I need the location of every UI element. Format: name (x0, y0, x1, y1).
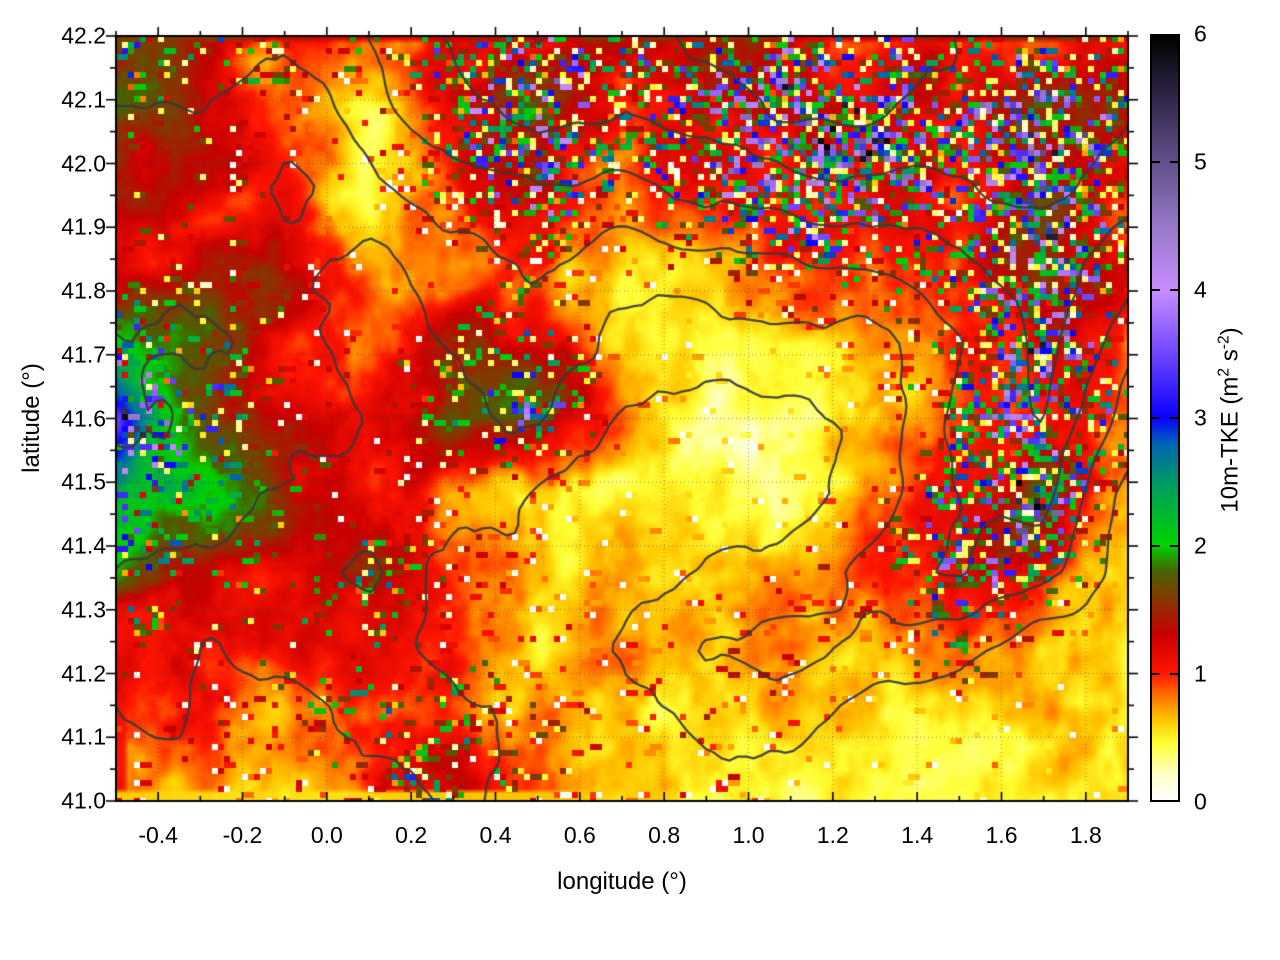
y-tick-label: 42.2 (61, 22, 106, 49)
colorbar-tick-dash (1170, 545, 1178, 547)
colorbar-tick-dash (1152, 161, 1160, 163)
y-tick-label: 41.5 (61, 468, 106, 495)
colorbar-tick-label: 6 (1194, 20, 1207, 47)
x-tick-label: 1.4 (901, 822, 934, 848)
x-tick-label: 0.6 (563, 822, 596, 848)
colorbar-tick-dash (1152, 417, 1160, 419)
colorbar-tick-label: 5 (1194, 148, 1207, 175)
colorbar-title-part: 10m-TKE (m (1216, 376, 1244, 513)
colorbar-tick-dash (1152, 289, 1160, 291)
colorbar-tick-dash (1170, 673, 1178, 675)
y-axis-title: latitude (°) (18, 363, 45, 473)
y-tick-label: 41.1 (61, 723, 106, 750)
x-tick-label: 1.0 (732, 822, 765, 848)
x-tick-label: 0.8 (648, 822, 681, 848)
y-tick-label: 42.1 (61, 86, 106, 113)
colorbar-title: 10m-TKE (m2 s-2) (1216, 327, 1245, 512)
x-tick-label: 1.6 (985, 822, 1018, 848)
colorbar-tick-label: 4 (1194, 276, 1207, 303)
y-tick-label: 41.7 (61, 341, 106, 368)
x-tick-label: 1.2 (816, 822, 849, 848)
colorbar-tick-dash (1152, 545, 1160, 547)
y-tick-label: 42.0 (61, 150, 106, 176)
y-tick-label: 41.8 (61, 277, 106, 304)
colorbar-tick-dash (1170, 289, 1178, 291)
y-tick-label: 41.4 (61, 532, 106, 559)
x-tick-label: -0.4 (138, 822, 178, 848)
y-tick-label: 41.2 (61, 660, 106, 686)
y-tick-label: 41.9 (61, 213, 106, 240)
x-tick-label: 1.8 (1069, 822, 1102, 848)
colorbar-tick-dash (1152, 673, 1160, 675)
colorbar-title-sup: 2 (1215, 367, 1233, 377)
x-tick-label: 0.0 (310, 822, 343, 848)
colorbar (1150, 34, 1180, 802)
x-tick-label: -0.2 (222, 822, 263, 848)
colorbar-tick-label: 3 (1194, 404, 1207, 431)
y-tick-label: 41.6 (61, 405, 106, 431)
x-axis-title: longitude (°) (557, 868, 687, 895)
colorbar-tick-dash (1170, 161, 1178, 163)
y-tick-label: 41.3 (61, 596, 106, 623)
x-tick-label: 0.2 (395, 822, 428, 848)
colorbar-title-part: s (1216, 349, 1244, 368)
colorbar-tick-label: 0 (1194, 788, 1207, 815)
colorbar-tick-label: 2 (1194, 532, 1207, 559)
x-tick-label: 0.4 (479, 822, 512, 848)
colorbar-title-sup: -2 (1215, 335, 1233, 350)
y-tick-label: 41.0 (61, 787, 106, 814)
colorbar-tick-dash (1170, 417, 1178, 419)
colorbar-tick-label: 1 (1194, 660, 1207, 687)
colorbar-title-part: ) (1216, 327, 1244, 336)
